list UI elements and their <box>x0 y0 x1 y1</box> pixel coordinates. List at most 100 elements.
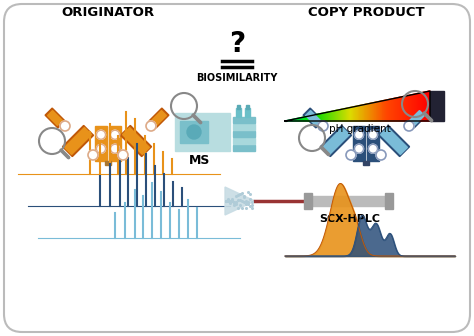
Bar <box>233 138 255 144</box>
Bar <box>245 108 250 117</box>
Polygon shape <box>328 112 330 121</box>
Bar <box>233 117 255 123</box>
Polygon shape <box>332 111 333 121</box>
Polygon shape <box>314 115 315 121</box>
Bar <box>233 131 255 137</box>
Polygon shape <box>379 101 381 121</box>
Polygon shape <box>325 113 326 121</box>
Polygon shape <box>351 107 353 121</box>
Polygon shape <box>425 92 427 121</box>
Bar <box>237 105 240 109</box>
Bar <box>233 145 255 151</box>
Polygon shape <box>427 91 428 121</box>
Polygon shape <box>429 91 430 121</box>
Polygon shape <box>420 93 421 121</box>
Polygon shape <box>397 97 399 121</box>
Polygon shape <box>357 106 359 121</box>
Polygon shape <box>64 128 91 155</box>
Polygon shape <box>303 108 323 128</box>
Polygon shape <box>388 99 389 121</box>
Polygon shape <box>365 104 366 121</box>
Polygon shape <box>308 116 309 121</box>
Polygon shape <box>353 107 354 121</box>
Polygon shape <box>381 128 408 155</box>
Polygon shape <box>366 104 367 121</box>
Polygon shape <box>291 120 292 121</box>
Polygon shape <box>416 94 417 121</box>
Circle shape <box>118 150 128 160</box>
Polygon shape <box>326 112 327 121</box>
Polygon shape <box>300 118 301 121</box>
Circle shape <box>368 144 377 153</box>
Polygon shape <box>424 92 425 121</box>
Polygon shape <box>313 115 314 121</box>
Polygon shape <box>371 103 372 121</box>
Bar <box>310 196 385 206</box>
Bar <box>109 126 121 161</box>
Polygon shape <box>304 117 306 121</box>
Polygon shape <box>356 106 357 121</box>
Polygon shape <box>374 102 375 121</box>
Polygon shape <box>348 108 349 121</box>
Bar <box>246 105 249 109</box>
Polygon shape <box>295 119 296 121</box>
Polygon shape <box>344 109 346 121</box>
Polygon shape <box>354 107 355 121</box>
Polygon shape <box>346 108 348 121</box>
Polygon shape <box>335 111 336 121</box>
Polygon shape <box>319 114 320 121</box>
Polygon shape <box>289 120 290 121</box>
Polygon shape <box>428 91 429 121</box>
Circle shape <box>355 144 364 153</box>
Circle shape <box>346 150 356 160</box>
Polygon shape <box>45 108 65 128</box>
Circle shape <box>110 130 119 139</box>
Bar <box>304 193 312 209</box>
Polygon shape <box>293 119 295 121</box>
Polygon shape <box>322 113 324 121</box>
Polygon shape <box>386 100 388 121</box>
Polygon shape <box>423 92 424 121</box>
Polygon shape <box>47 111 63 125</box>
Polygon shape <box>410 95 412 121</box>
Circle shape <box>60 121 70 131</box>
Polygon shape <box>392 98 394 121</box>
Polygon shape <box>410 111 424 125</box>
Polygon shape <box>292 119 293 121</box>
Polygon shape <box>333 111 335 121</box>
Text: ORIGINATOR: ORIGINATOR <box>62 6 155 19</box>
Polygon shape <box>152 111 166 125</box>
Polygon shape <box>350 107 351 121</box>
Bar <box>180 121 208 143</box>
Polygon shape <box>359 106 360 121</box>
Polygon shape <box>417 93 418 121</box>
Polygon shape <box>341 109 342 121</box>
Text: pH gradient: pH gradient <box>329 124 391 134</box>
Polygon shape <box>406 96 407 121</box>
Polygon shape <box>318 114 319 121</box>
Polygon shape <box>378 125 410 157</box>
Text: SCX-HPLC: SCX-HPLC <box>319 214 381 224</box>
Polygon shape <box>381 101 382 121</box>
Polygon shape <box>373 102 374 121</box>
Circle shape <box>404 121 414 131</box>
Polygon shape <box>418 93 419 121</box>
Polygon shape <box>302 117 303 121</box>
Polygon shape <box>331 111 332 121</box>
Polygon shape <box>342 109 343 121</box>
Polygon shape <box>389 99 390 121</box>
Text: MS: MS <box>189 155 210 168</box>
Polygon shape <box>324 113 325 121</box>
Polygon shape <box>343 109 344 121</box>
Polygon shape <box>421 92 423 121</box>
Circle shape <box>97 144 106 153</box>
FancyBboxPatch shape <box>4 4 470 332</box>
Polygon shape <box>310 116 311 121</box>
Circle shape <box>146 121 156 131</box>
Polygon shape <box>370 103 371 121</box>
Polygon shape <box>401 97 402 121</box>
Circle shape <box>376 150 386 160</box>
Polygon shape <box>367 104 368 121</box>
Polygon shape <box>296 119 297 121</box>
Bar <box>385 193 393 209</box>
